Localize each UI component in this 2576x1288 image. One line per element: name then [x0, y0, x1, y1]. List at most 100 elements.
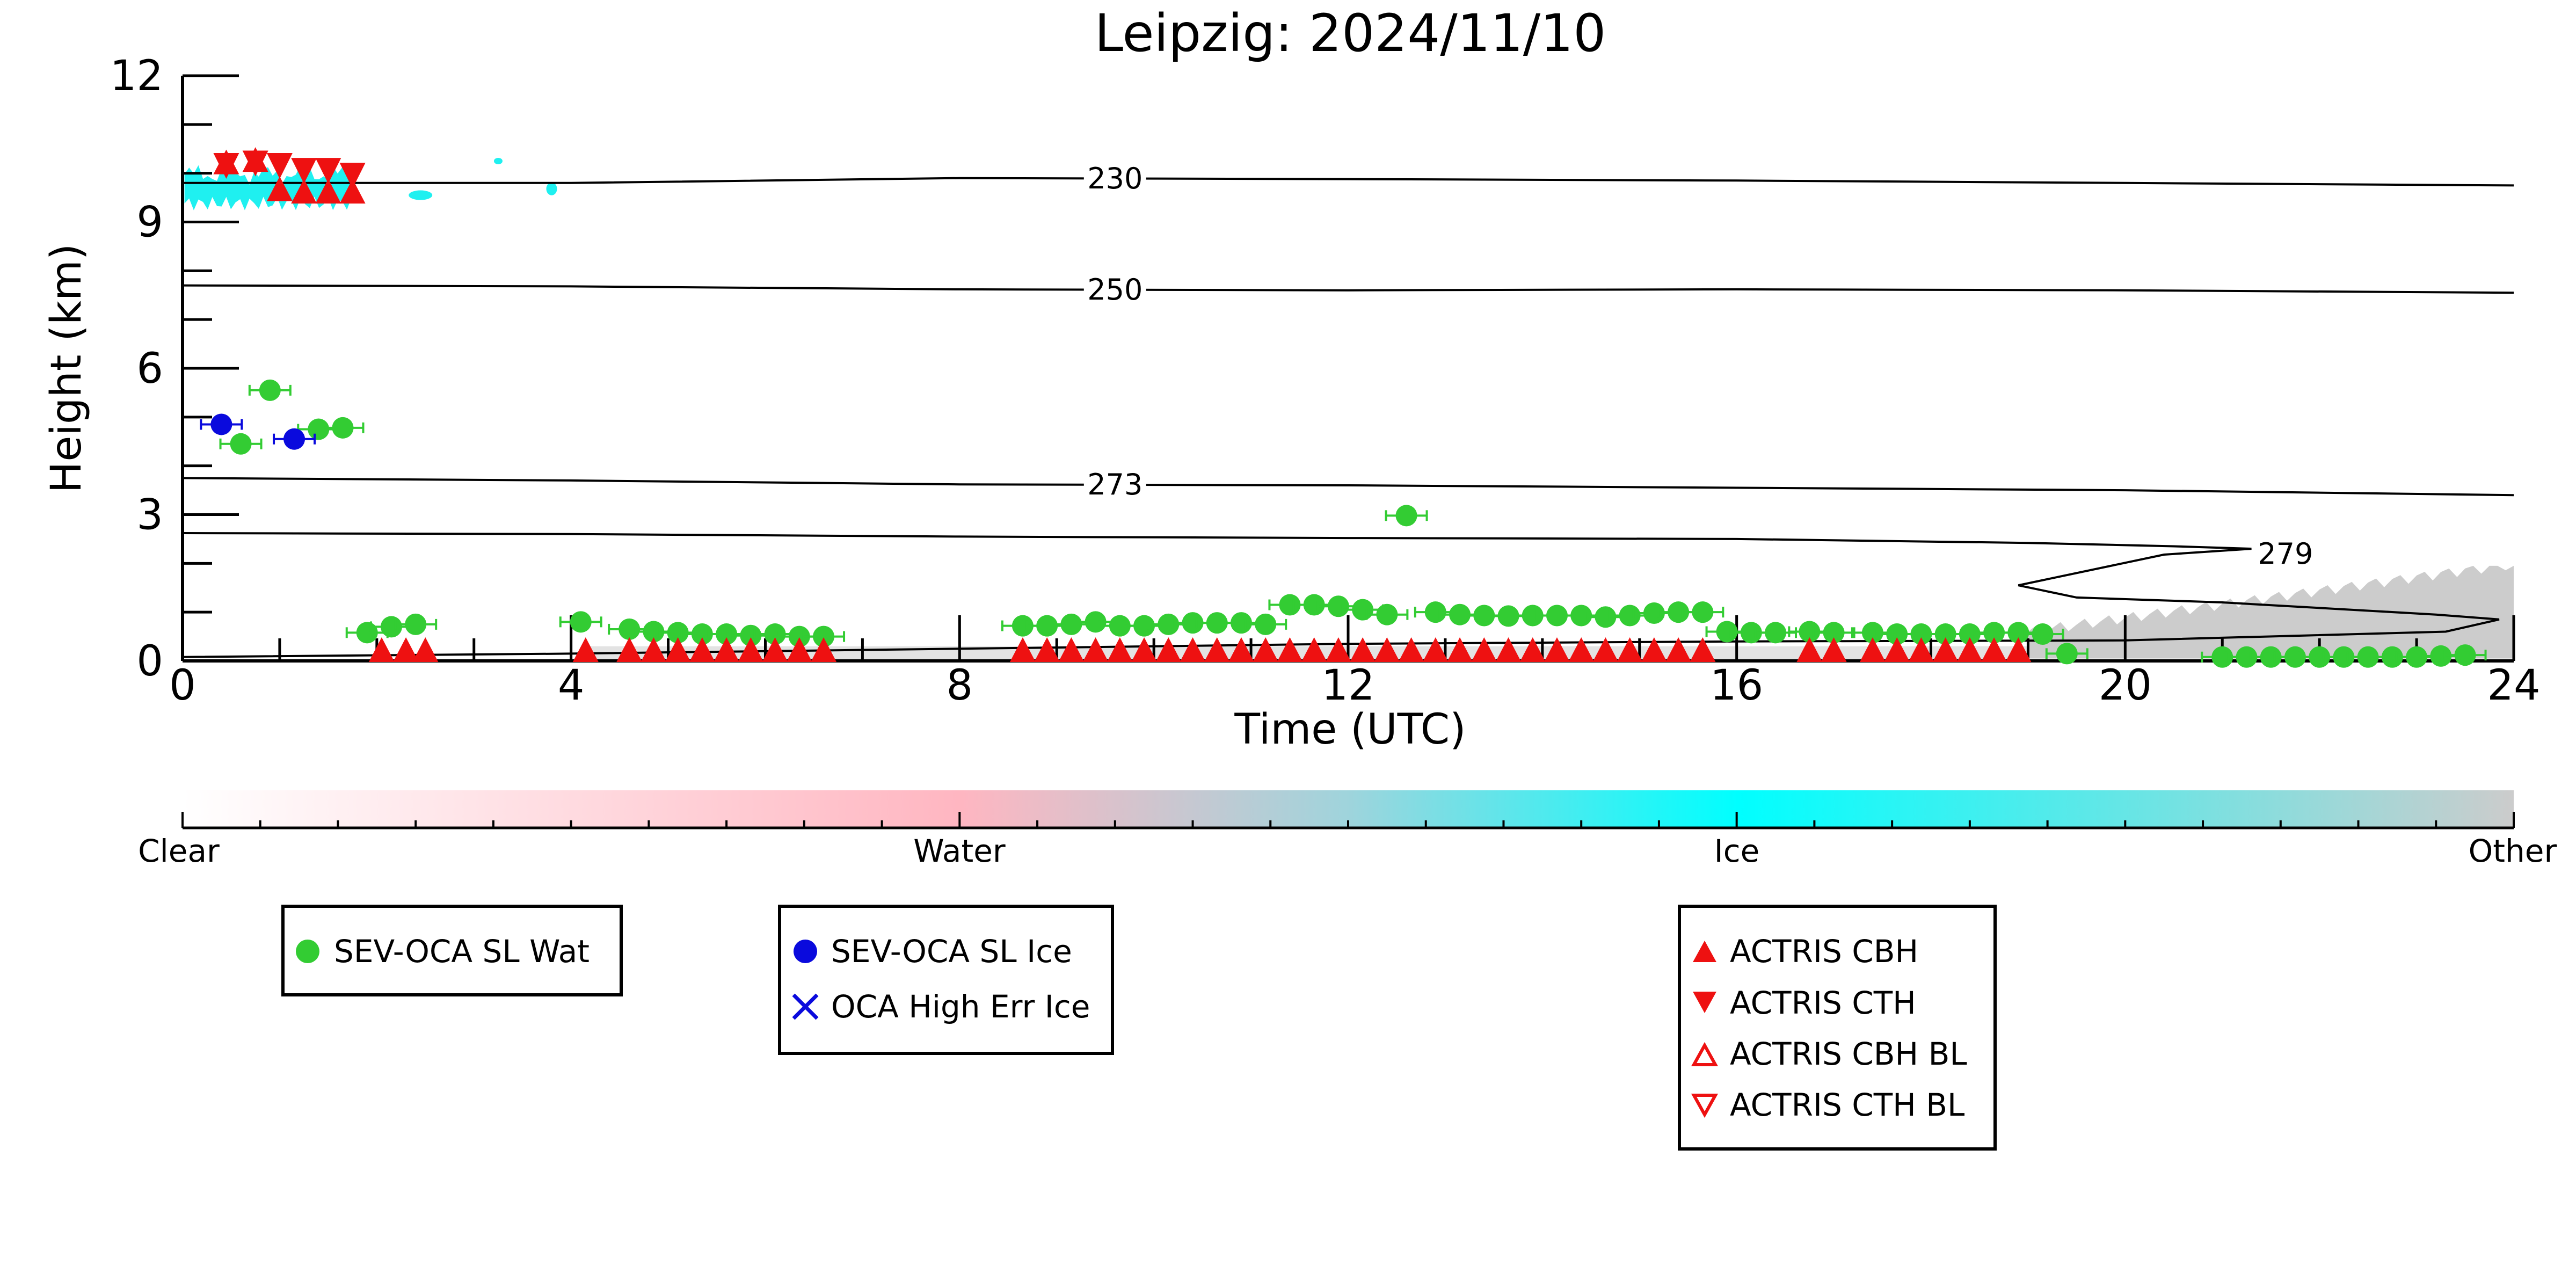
data-point	[308, 418, 330, 440]
data-point	[356, 622, 378, 644]
classification-colorbar: Clear Water Ice Other	[138, 790, 2557, 869]
data-point	[689, 637, 715, 662]
data-point	[1643, 602, 1665, 624]
data-point	[1206, 612, 1228, 634]
data-point	[368, 637, 395, 662]
data-point	[1036, 615, 1058, 637]
data-point	[339, 179, 366, 204]
data-point	[2454, 644, 2476, 666]
data-point	[1861, 622, 1883, 644]
ice-mask-speck	[546, 182, 557, 195]
data-point	[213, 153, 239, 179]
data-point	[1034, 637, 1060, 662]
data-point	[738, 637, 764, 662]
data-point	[266, 153, 293, 179]
contour-label-bg	[1083, 162, 1146, 194]
chart-title: Leipzig: 2024/11/10	[1095, 3, 1606, 63]
data-point	[1303, 594, 1325, 616]
contour-250	[182, 284, 2514, 294]
data-point	[1568, 637, 1595, 662]
x-tick-label: 12	[1321, 661, 1374, 710]
data-point	[1230, 612, 1252, 634]
legend-cbh-bl-marker	[1691, 1042, 1719, 1066]
data-point	[1473, 605, 1495, 627]
data-point	[1082, 637, 1109, 662]
data-point	[1716, 621, 1738, 643]
x-tick-label: 20	[2099, 661, 2152, 710]
data-point	[811, 637, 837, 662]
legend-water-group: SEV-OCA SL Wat	[281, 905, 623, 996]
legend-ice-group: SEV-OCA SL Ice OCA High Err Ice	[778, 905, 1114, 1055]
data-point	[1060, 613, 1082, 635]
contour-279	[182, 532, 2500, 658]
data-point	[242, 150, 268, 177]
data-point	[764, 623, 786, 645]
legend-box	[281, 905, 623, 996]
y-tick-label: 12	[110, 52, 163, 100]
data-point	[1327, 595, 1349, 617]
data-point	[2260, 646, 2282, 668]
legend-actris-group: ACTRIS CBH ACTRIS CTH ACTRIS CBH BL ACTR…	[1678, 905, 1997, 1151]
data-point	[230, 433, 252, 455]
data-point	[691, 623, 713, 645]
data-point	[2007, 622, 2029, 644]
data-point	[1376, 603, 1398, 625]
colorbar-label-ice: Ice	[1714, 833, 1760, 869]
data-point	[1085, 611, 1107, 633]
data-point	[1570, 605, 1592, 627]
contour-label-273: 273	[1087, 468, 1143, 501]
data-point	[2236, 646, 2258, 668]
data-point	[1107, 637, 1133, 662]
x-axis-title: Time (UTC)	[1234, 705, 1466, 754]
axes: 0 3 6 9 12 0 4 8 12 16 20 24	[110, 52, 2541, 710]
contour-230	[183, 177, 2514, 187]
data-point	[2333, 646, 2355, 668]
colorbar-label-other: Other	[2469, 833, 2557, 869]
y-tick-label: 0	[136, 637, 163, 686]
data-point	[2357, 646, 2379, 668]
data-point	[618, 618, 641, 640]
legend-label-sev-oca-sl-ice: SEV-OCA SL Ice	[831, 933, 1072, 970]
data-point	[380, 616, 402, 638]
x-tick-label: 0	[169, 661, 196, 710]
legend-label-actris-cbh: ACTRIS CBH	[1730, 933, 1918, 970]
data-point	[1228, 637, 1254, 662]
x-tick-label: 16	[1710, 661, 1763, 710]
data-point	[1133, 615, 1155, 637]
data-point	[283, 428, 305, 450]
data-point	[1690, 637, 1716, 662]
contour-label-bg	[2254, 537, 2317, 570]
series-actris-cth	[213, 150, 366, 189]
data-point	[1012, 615, 1034, 637]
data-point	[1595, 606, 1617, 628]
data-point	[315, 179, 341, 204]
series-actris-cbh	[213, 147, 2032, 662]
data-point	[1692, 601, 1714, 623]
data-point	[762, 637, 788, 662]
data-point	[2005, 637, 2032, 662]
data-point	[1765, 622, 1787, 644]
data-point	[716, 623, 738, 645]
data-point	[1668, 601, 1690, 623]
temperature-contours: 230 250 273 279	[182, 162, 2514, 658]
data-point	[1983, 622, 2005, 644]
data-point	[1884, 637, 1910, 662]
colorbar-ticks	[181, 812, 2515, 829]
cloud-mask-layer	[184, 157, 2514, 661]
data-point	[2309, 646, 2331, 668]
data-point	[1352, 599, 1374, 621]
data-point	[1398, 637, 1424, 662]
legend-ice-marker	[794, 940, 817, 963]
legend-label-actris-cth-bl: ACTRIS CTH BL	[1730, 1087, 1964, 1123]
data-point	[1522, 605, 1544, 627]
data-point	[1155, 637, 1182, 662]
data-point	[1886, 623, 1908, 645]
data-point	[2430, 645, 2452, 667]
data-point	[1424, 601, 1446, 623]
legend-box	[778, 905, 1114, 1055]
x-tick-label: 24	[2487, 661, 2540, 710]
legend-cth-bl-marker	[1691, 1094, 1719, 1118]
ice-mask-speck	[409, 190, 433, 200]
